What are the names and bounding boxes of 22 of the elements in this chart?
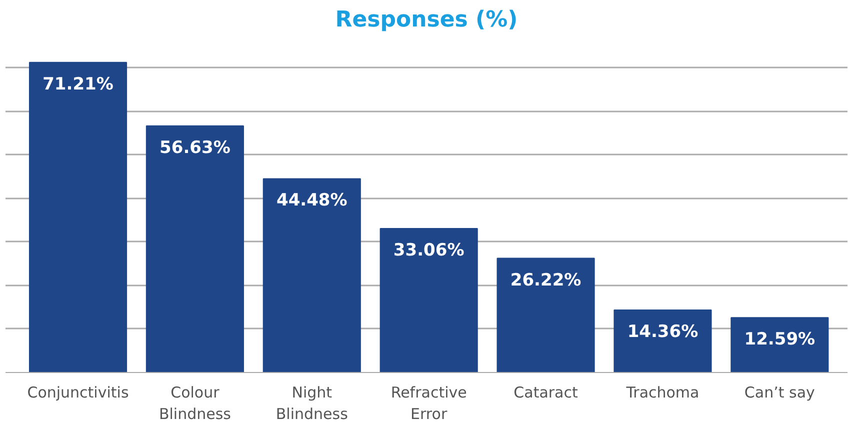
- x-tick-label: Cataract: [514, 384, 578, 402]
- data-label: 26.22%: [510, 270, 582, 290]
- bar: [380, 228, 478, 372]
- data-label: 56.63%: [160, 138, 230, 158]
- x-tick-label: Colour Blindness: [158, 384, 232, 424]
- data-label: 12.59%: [744, 330, 816, 350]
- x-tick-label: Trachoma: [625, 384, 700, 402]
- x-tick-label: Refractive Error: [390, 384, 467, 424]
- bar: [614, 309, 712, 372]
- bar: [28, 62, 128, 372]
- bar: [146, 125, 244, 372]
- chart-title: Responses (%): [335, 8, 518, 32]
- x-tick-label: Conjunctivitis: [27, 384, 129, 402]
- bar: [730, 317, 829, 372]
- data-label: 14.36%: [627, 322, 698, 342]
- bar: [496, 258, 595, 372]
- x-tick-label: Can’t say: [744, 384, 816, 402]
- x-tick-label: Night Blindness: [276, 384, 348, 424]
- data-label: 44.48%: [276, 190, 348, 211]
- data-label: 33.06%: [393, 240, 464, 260]
- data-label: 71.21%: [42, 74, 114, 94]
- bar: [262, 178, 361, 372]
